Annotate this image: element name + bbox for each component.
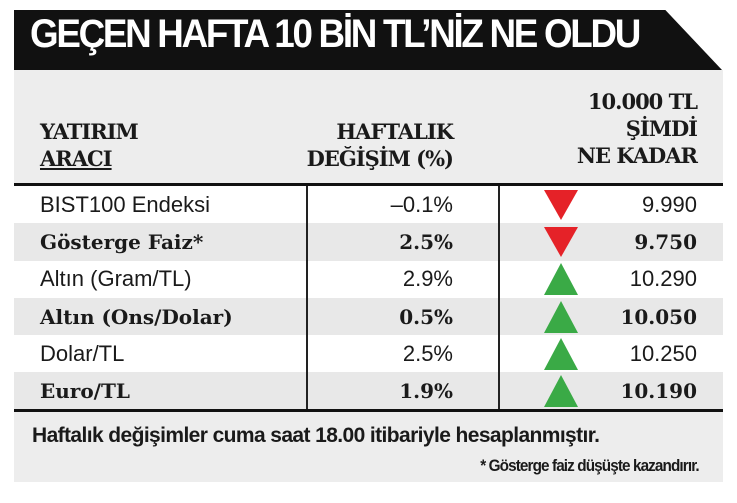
current-value: 9.990 — [641, 191, 697, 217]
footnote-text: * Gösterge faiz düşüşte kazandırır. — [480, 456, 700, 475]
up-arrow-icon — [544, 375, 578, 408]
title-banner — [14, 10, 722, 70]
instrument-name: Altın (Ons/Dolar) — [40, 304, 233, 329]
down-arrow-icon — [544, 189, 578, 220]
down-arrow-icon — [544, 226, 578, 257]
up-arrow-icon — [544, 300, 578, 333]
table-row: Gösterge Faiz* 2.5% 9.750 — [14, 223, 723, 261]
table-body: BIST100 Endeksi –0.1% 9.990 Gösterge Faiz… — [14, 186, 723, 410]
column-divider — [498, 186, 500, 412]
table-row: Altın (Gram/TL) 2.9% 10.290 — [14, 260, 723, 298]
table-row: Euro/TL 1.9% 10.190 — [14, 372, 723, 410]
weekly-change: 2.9% — [402, 266, 453, 292]
table-row: Altın (Ons/Dolar) 0.5% 10.050 — [14, 297, 723, 336]
header-instrument: YATIRIM ARACI — [40, 118, 139, 172]
header-line: YATIRIM — [40, 119, 139, 144]
current-value: 9.750 — [634, 229, 697, 254]
instrument-name: Dolar/TL — [40, 340, 125, 366]
weekly-change: 2.5% — [399, 229, 453, 254]
header-weekly-change: HAFTALIK DEĞİŞİM (%) — [240, 118, 454, 172]
table-bottom-rule — [14, 409, 723, 412]
weekly-change: –0.1% — [390, 191, 453, 217]
up-arrow-icon — [544, 263, 578, 296]
header-line: DEĞİŞİM (%) — [306, 146, 454, 171]
note-text: Haftalık değişimler cuma saat 18.00 itib… — [32, 424, 600, 447]
instrument-name: Gösterge Faiz* — [40, 229, 204, 254]
instrument-name: Euro/TL — [40, 379, 130, 404]
up-arrow-icon — [544, 337, 578, 370]
header-line: NE KADAR — [576, 143, 698, 168]
table-top-rule — [14, 183, 723, 186]
current-value: 10.250 — [629, 340, 697, 366]
page-title: GEÇEN HAFTA 10 BİN TL’NİZ NE OLDU — [30, 12, 641, 56]
current-value: 10.290 — [629, 266, 697, 292]
current-value: 10.050 — [620, 304, 697, 329]
column-divider — [306, 186, 308, 412]
header-line: HAFTALIK — [336, 119, 454, 144]
weekly-change: 2.5% — [402, 340, 453, 366]
table-row: Dolar/TL 2.5% 10.250 — [14, 335, 723, 373]
header-line: ŞİMDİ — [625, 116, 698, 141]
table-row: BIST100 Endeksi –0.1% 9.990 — [14, 186, 723, 224]
header-current-value: 10.000 TL ŞİMDİ NE KADAR — [500, 88, 698, 169]
header-line: ARACI — [40, 146, 113, 171]
instrument-name: BIST100 Endeksi — [40, 191, 210, 217]
weekly-change: 1.9% — [399, 379, 453, 404]
header-line: 10.000 TL — [587, 89, 698, 114]
current-value: 10.190 — [620, 379, 697, 404]
instrument-name: Altın (Gram/TL) — [40, 266, 192, 292]
weekly-change: 0.5% — [399, 304, 453, 329]
